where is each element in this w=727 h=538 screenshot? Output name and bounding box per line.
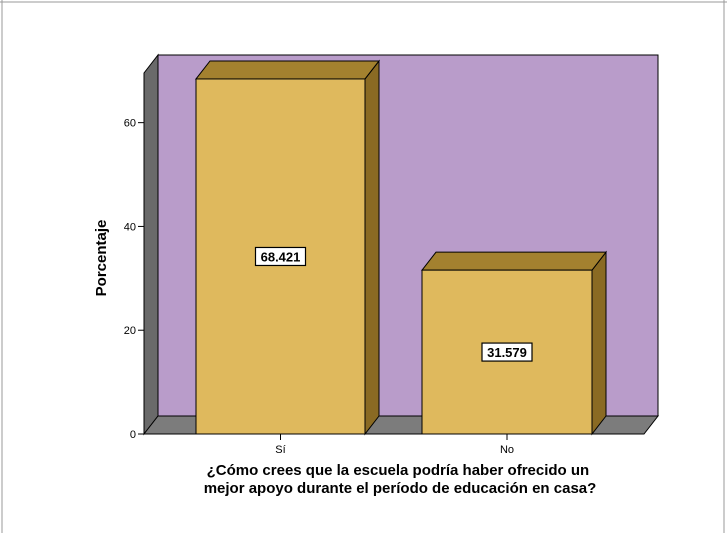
data-label-box bbox=[254, 246, 307, 267]
bar-top bbox=[420, 251, 608, 271]
y-tick-label: 0 bbox=[130, 429, 136, 441]
y-tick-label: 20 bbox=[124, 325, 136, 337]
bar-side bbox=[591, 250, 607, 436]
bar-side bbox=[364, 59, 380, 436]
bars-group: 68.421 31.579 bbox=[194, 59, 608, 436]
x-tick-label: Sí bbox=[275, 444, 285, 456]
x-axis-label-line-2: mejor apoyo durante el período de educac… bbox=[204, 480, 597, 497]
plot-left-wall bbox=[143, 53, 159, 436]
bar-2: 31.579 bbox=[420, 250, 608, 436]
y-axis: 0 20 40 60 bbox=[124, 118, 144, 441]
data-label-box bbox=[481, 342, 533, 362]
y-tick-label: 40 bbox=[124, 221, 136, 233]
y-tick-label: 60 bbox=[124, 118, 136, 130]
x-tick-label: No bbox=[500, 444, 514, 456]
x-axis-label: ¿Cómo crees que la escuela podría haber … bbox=[204, 462, 597, 497]
y-axis-label: Porcentaje bbox=[93, 220, 110, 297]
x-axis: Sí No bbox=[275, 434, 514, 456]
x-axis-label-line-1: ¿Cómo crees que la escuela podría haber … bbox=[207, 462, 590, 479]
bar-top bbox=[194, 60, 381, 80]
data-label: 68.421 bbox=[261, 249, 301, 264]
data-label: 31.579 bbox=[487, 345, 527, 360]
bar-1: 68.421 bbox=[194, 59, 381, 436]
